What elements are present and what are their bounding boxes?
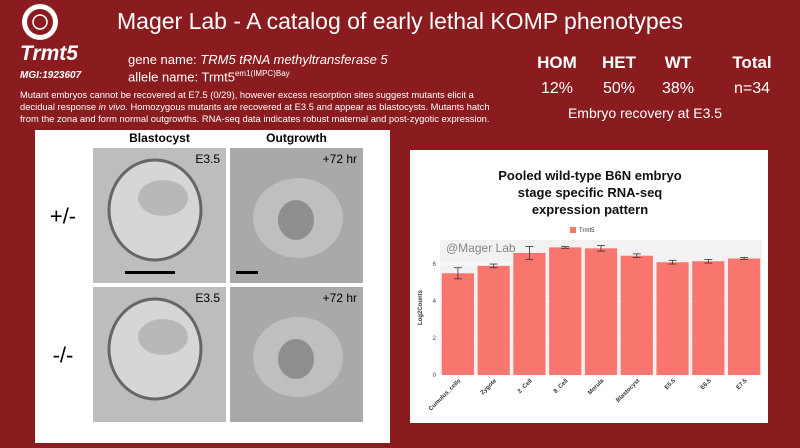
y-tick-label: 2 <box>433 336 437 342</box>
bar <box>620 255 653 375</box>
text: Mutant embryos cannot be recovered at E7… <box>20 89 474 112</box>
stage-label: +72 hr <box>323 152 357 166</box>
chart: Pooled wild-type B6N embryo stage specifi… <box>418 168 762 413</box>
text: . Homozygous mutants are recovered at E3… <box>20 101 490 124</box>
recovery-header: HET <box>602 53 636 72</box>
inner-cell-mass <box>138 319 188 355</box>
bar <box>656 262 689 375</box>
y-axis-label: Log2Counts <box>418 289 424 325</box>
bar <box>549 247 582 375</box>
bar <box>477 265 510 375</box>
y-tick-label: 0 <box>433 373 437 379</box>
stage-label: +72 hr <box>323 291 357 305</box>
chart-title: Pooled wild-type B6N embryo <box>498 168 682 183</box>
recovery-header: HOM <box>537 53 577 72</box>
gene-symbol: Trmt5 <box>20 42 78 65</box>
chart-panel: Pooled wild-type B6N embryo stage specifi… <box>410 150 768 423</box>
recovery-header: Total <box>732 53 772 72</box>
chart-title: expression pattern <box>532 202 648 217</box>
bar <box>441 273 474 375</box>
row-label: +/- <box>50 204 76 229</box>
x-tick-label: Cumulus_cells <box>428 378 463 413</box>
logo <box>22 4 58 40</box>
y-tick-label: 6 <box>433 262 437 268</box>
images: Blastocyst Outgrowth +/- E3.5 +72 hr -/- E3.5 +… <box>50 131 363 422</box>
x-tick-label: Zygote <box>480 378 499 397</box>
bar <box>513 252 546 375</box>
inner-cell-mass <box>138 180 188 216</box>
x-tick-label: E5.5 <box>664 378 677 391</box>
stage-label: E3.5 <box>195 152 220 166</box>
logo-seal <box>32 14 48 30</box>
chart-title: stage specific RNA-seq <box>518 185 663 200</box>
value: TRM5 tRNA methyltransferase 5 <box>200 52 388 67</box>
bar <box>692 261 725 375</box>
allele-name: allele name: Trmt5em1(IMPC)Bay <box>128 69 290 84</box>
recovery-value: 50% <box>602 80 636 97</box>
column-label: Outgrowth <box>266 131 327 145</box>
legend-label: Trmt5 <box>579 228 595 234</box>
y-tick-label: 4 <box>433 299 437 305</box>
recovery-value: n=34 <box>733 80 771 97</box>
recovery-caption: Embryo recovery at E3.5 <box>567 105 723 121</box>
outgrowth-core <box>278 200 314 240</box>
logo-core <box>27 9 53 35</box>
x-tick-label: Blastocyst <box>615 378 641 404</box>
superscript: em1(IMPC)Bay <box>234 69 290 78</box>
x-tick-label: 8_Cell <box>553 378 570 395</box>
scale-bar <box>125 271 175 274</box>
gene-name: gene name: TRM5 tRNA methyltransferase 5 <box>128 52 388 67</box>
description: Mutant embryos cannot be recovered at E7… <box>20 89 500 125</box>
x-tick-label: E7.5 <box>736 378 749 391</box>
recovery-value: 12% <box>540 80 574 97</box>
mgi-id: MGI:1923607 <box>20 70 82 81</box>
column-label: Blastocyst <box>129 131 190 145</box>
label: allele name: <box>128 69 199 85</box>
recovery-value: 38% <box>661 80 695 97</box>
bar <box>584 248 618 375</box>
bar <box>728 258 761 375</box>
legend-swatch <box>570 227 576 233</box>
page-title: Mager Lab - A catalog of early lethal KO… <box>117 8 683 34</box>
scale-bar <box>236 271 258 274</box>
row-label: -/- <box>53 343 74 368</box>
watermark: @Mager Lab <box>446 241 516 255</box>
x-tick-label: 2_Cell <box>517 378 534 395</box>
x-tick-label: Morula <box>587 378 606 397</box>
value: Trmt5 <box>201 69 235 85</box>
text: in vivo <box>98 101 126 112</box>
label: gene name: <box>128 52 197 67</box>
x-tick-label: E6.5 <box>700 378 713 391</box>
outgrowth-core <box>278 339 314 379</box>
image-panel: Blastocyst Outgrowth +/- E3.5 +72 hr -/- E3.5 +… <box>35 130 390 443</box>
recovery-header: WT <box>664 53 692 72</box>
stage-label: E3.5 <box>195 291 220 305</box>
